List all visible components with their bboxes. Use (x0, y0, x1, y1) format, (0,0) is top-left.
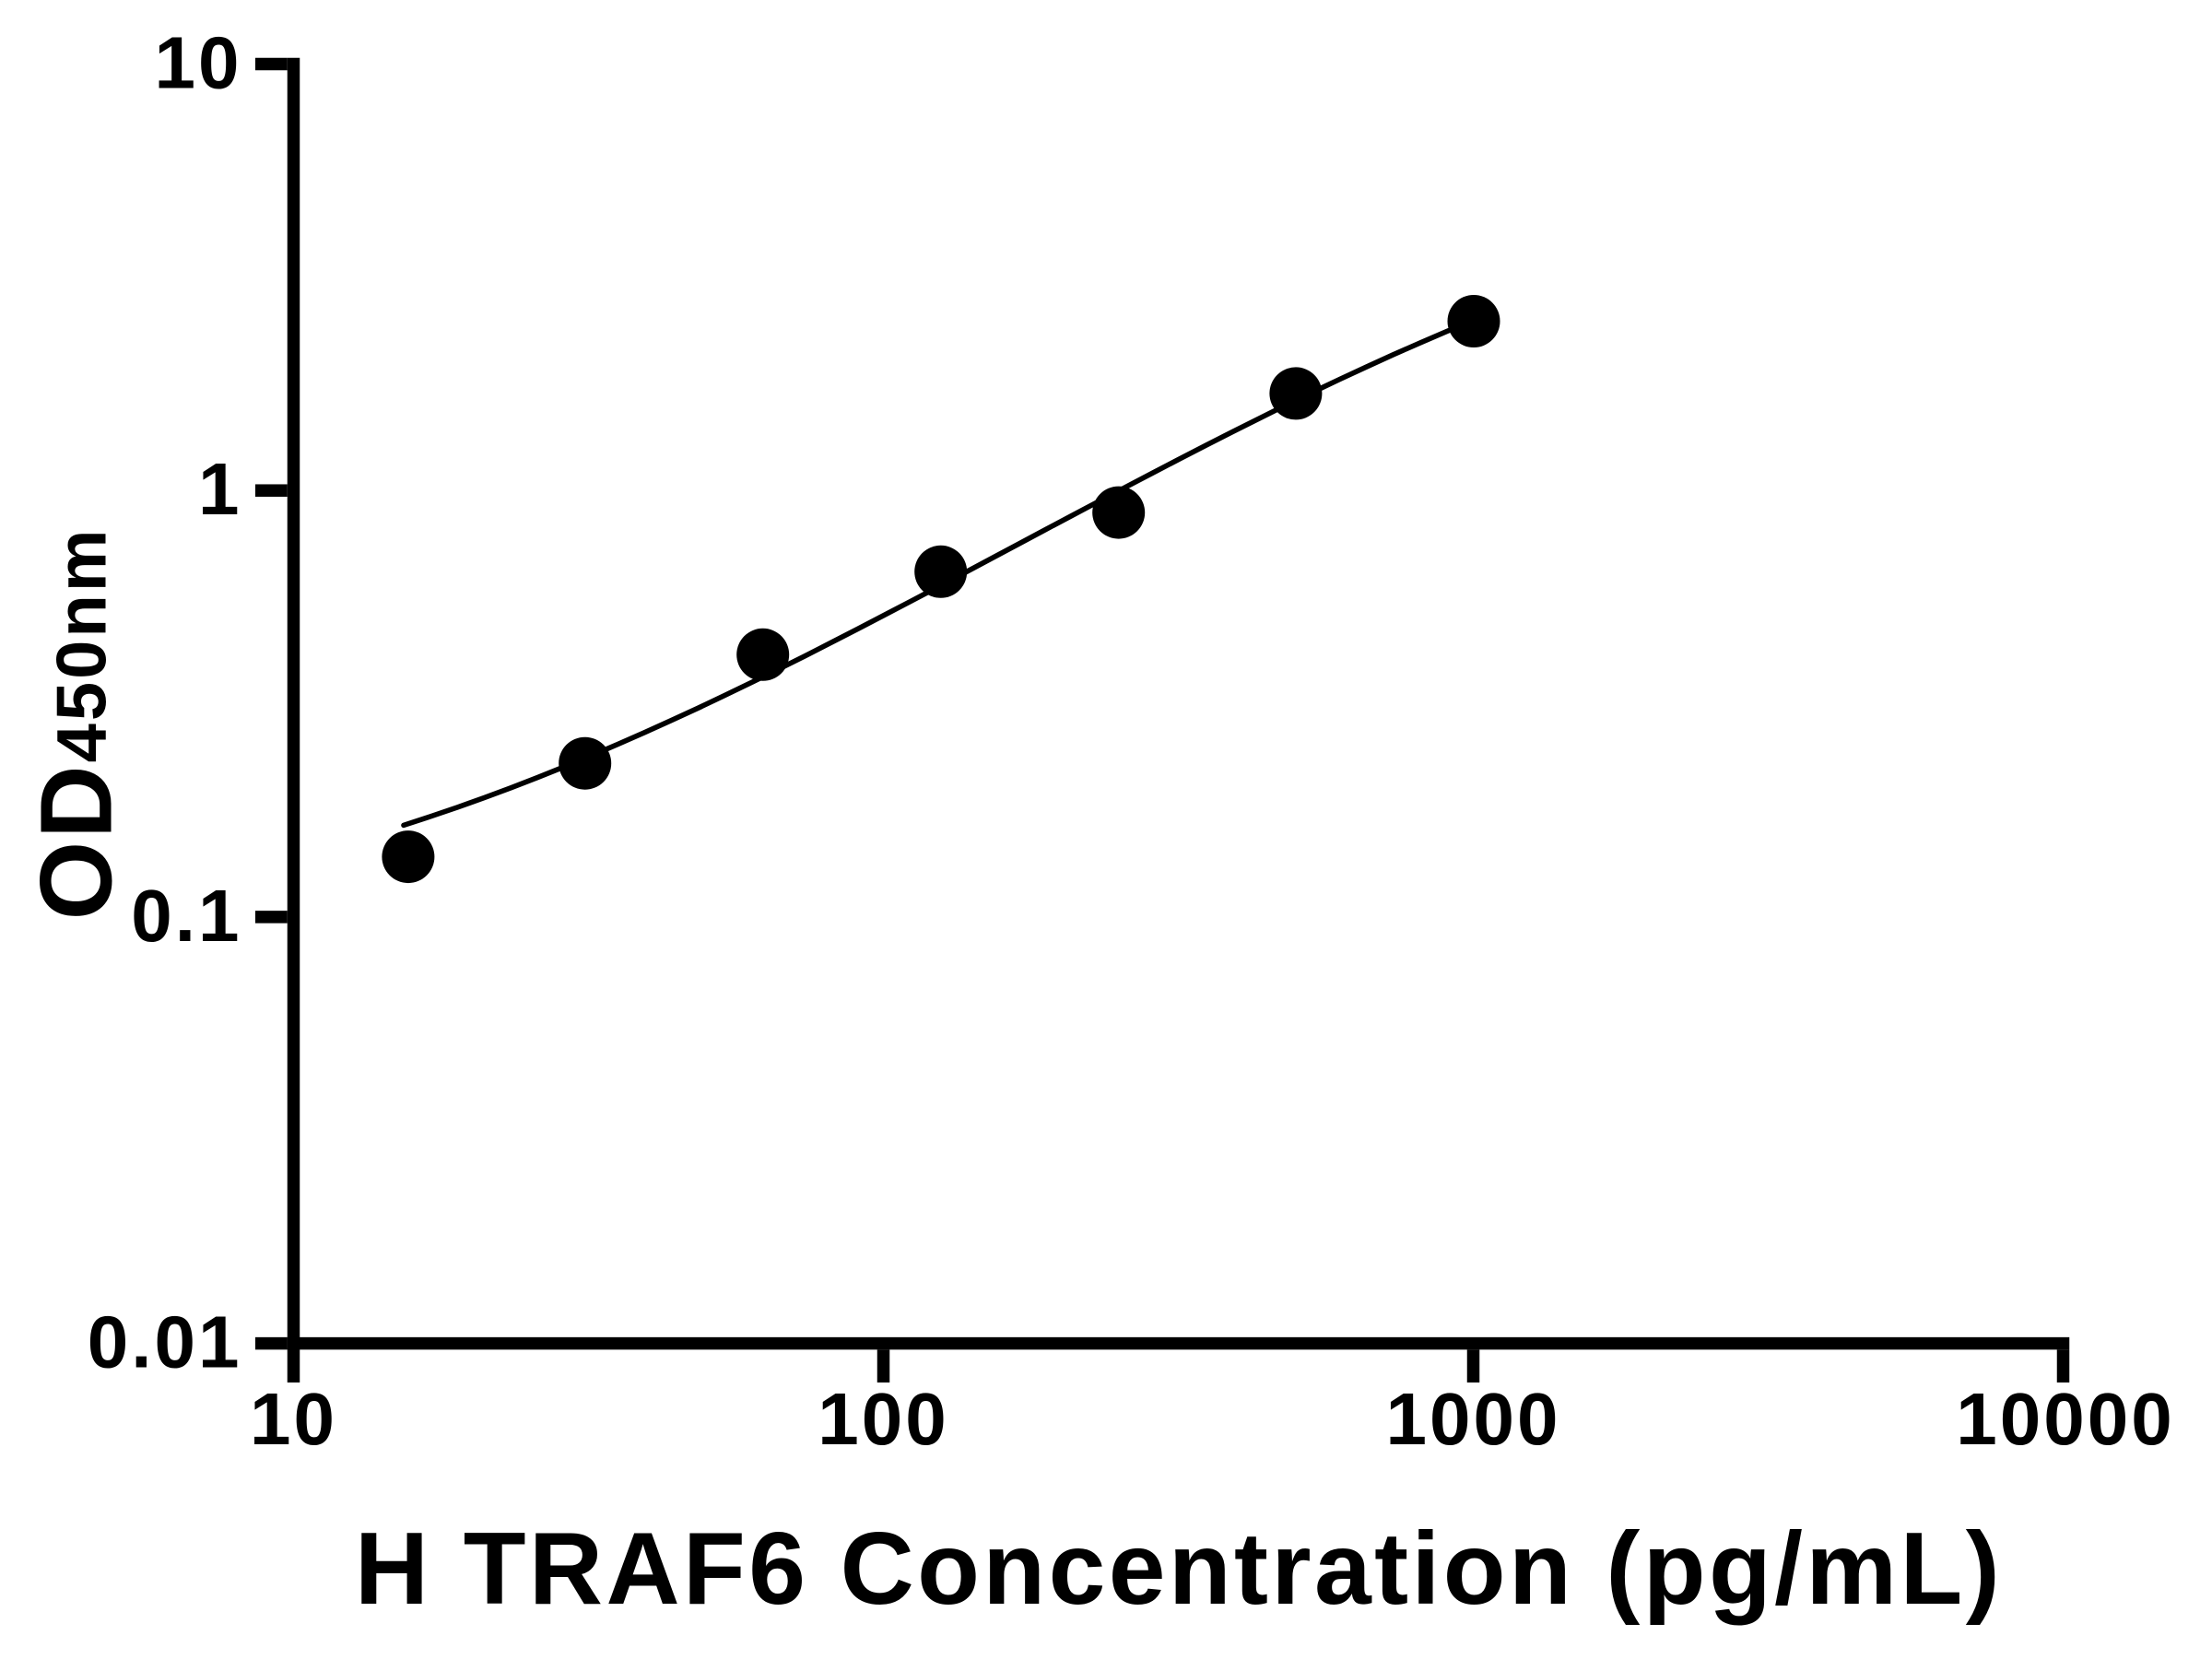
svg-text:H TRAF6 Concentration (pg/mL): H TRAF6 Concentration (pg/mL) (355, 1512, 2003, 1626)
svg-text:10000: 10000 (1956, 1378, 2174, 1460)
svg-text:100: 100 (818, 1378, 948, 1460)
svg-text:0.01: 0.01 (88, 1301, 242, 1383)
svg-text:1000: 1000 (1386, 1378, 1561, 1460)
svg-text:1: 1 (198, 448, 242, 530)
svg-text:OD450nm: OD450nm (20, 527, 134, 921)
svg-text:0.1: 0.1 (131, 875, 241, 957)
svg-text:10: 10 (250, 1378, 337, 1460)
svg-text:10: 10 (155, 22, 242, 104)
